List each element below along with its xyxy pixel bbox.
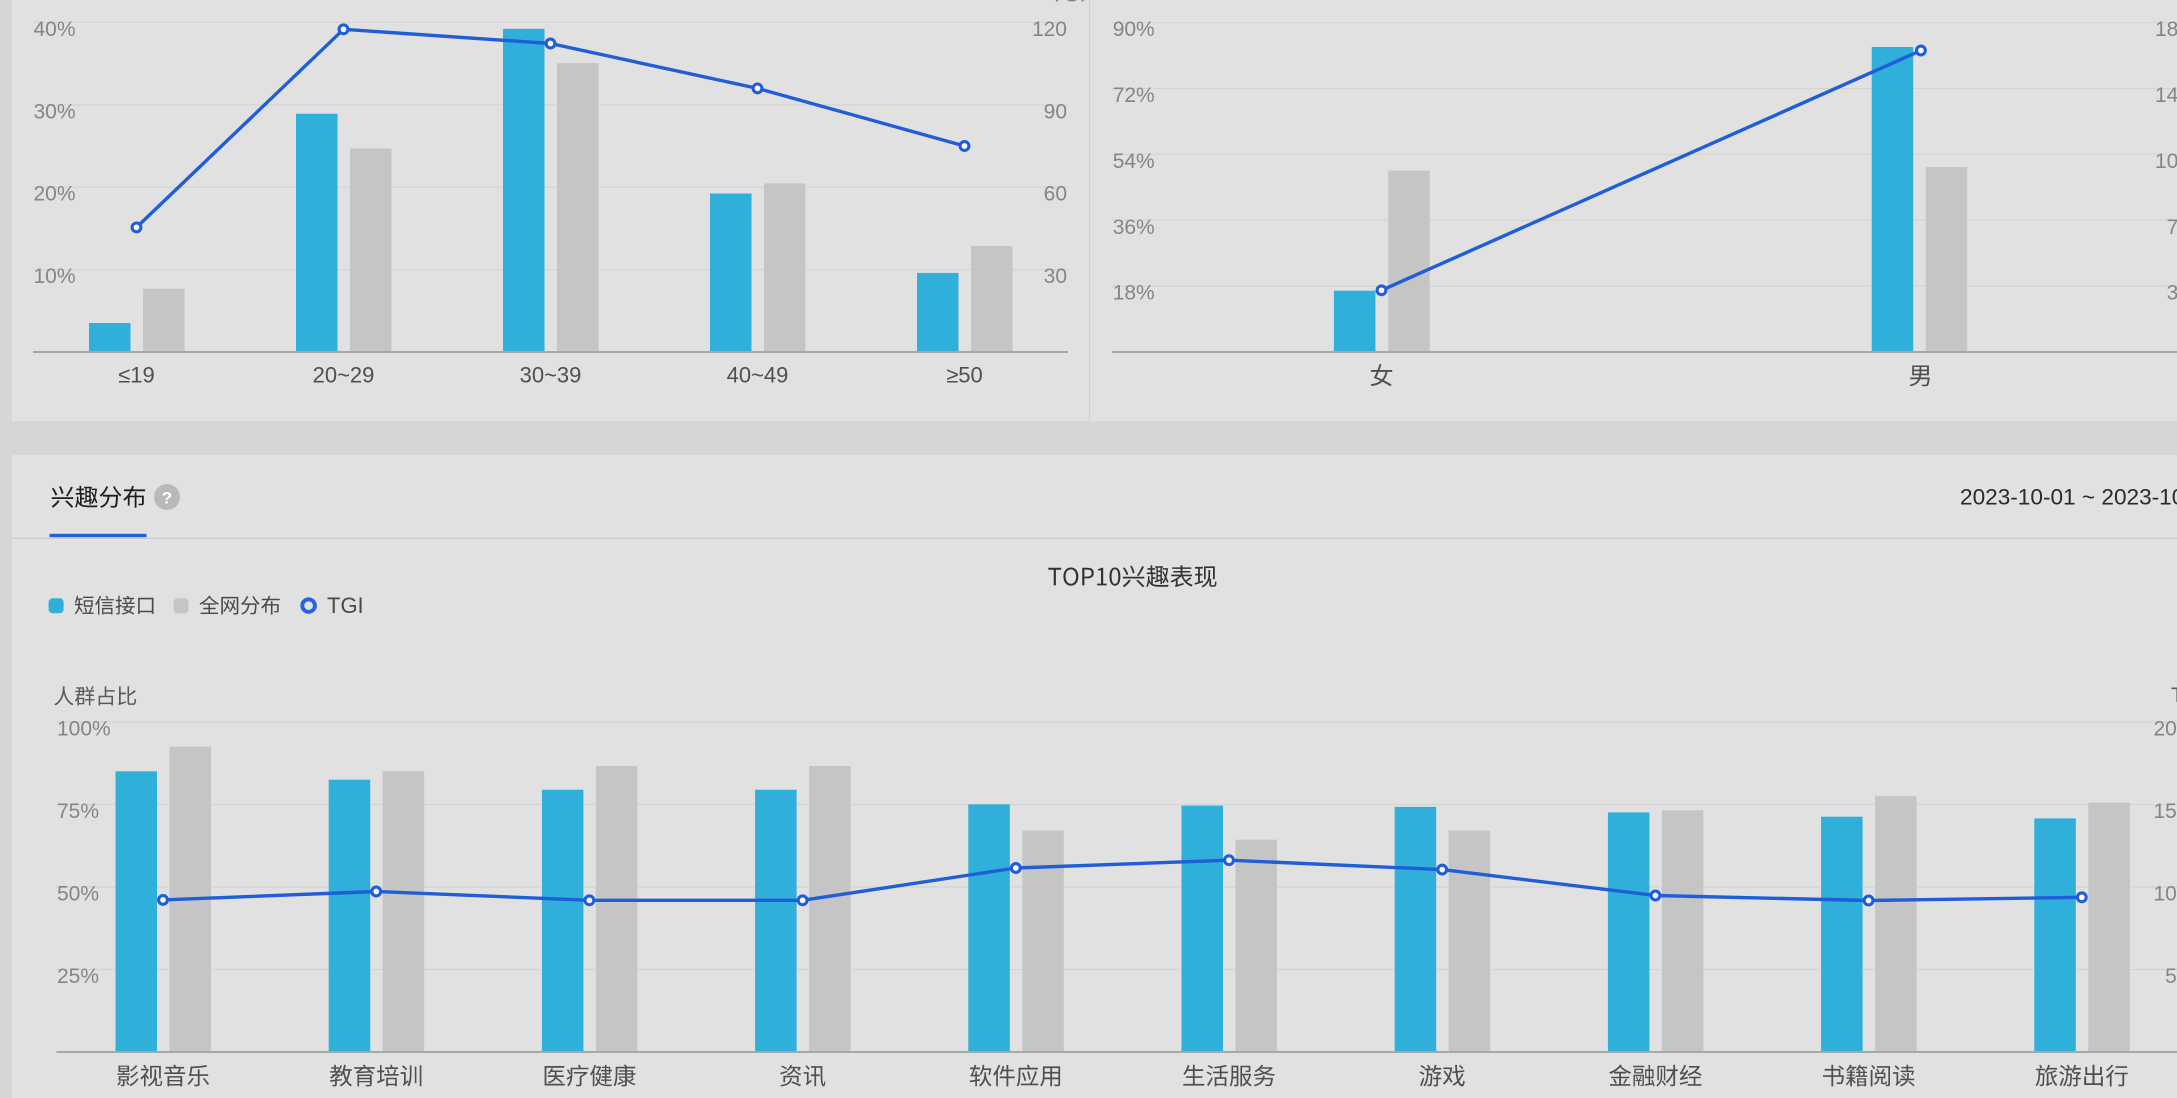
- svg-text:180: 180: [2155, 18, 2177, 41]
- svg-text:100: 100: [2153, 883, 2177, 906]
- svg-text:90: 90: [1044, 100, 1067, 123]
- svg-text:≥50: ≥50: [946, 362, 983, 387]
- svg-text:50: 50: [2165, 965, 2177, 988]
- svg-text:144: 144: [2155, 84, 2177, 107]
- svg-text:36%: 36%: [1113, 216, 1155, 239]
- svg-text:20%: 20%: [34, 183, 76, 206]
- svg-text:108: 108: [2155, 150, 2177, 173]
- svg-text:120: 120: [1032, 18, 1067, 41]
- svg-text:?: ?: [162, 489, 172, 508]
- svg-text:20~29: 20~29: [313, 362, 375, 387]
- svg-text:54%: 54%: [1113, 150, 1155, 173]
- svg-text:36: 36: [2167, 282, 2177, 305]
- svg-text:50%: 50%: [57, 883, 99, 906]
- svg-text:30~39: 30~39: [520, 362, 582, 387]
- svg-text:2023-10-01 ~ 2023-10-31: 2023-10-01 ~ 2023-10-31: [1960, 485, 2177, 510]
- svg-text:30%: 30%: [34, 100, 76, 123]
- svg-text:TGI: TGI: [2171, 684, 2177, 707]
- svg-text:25%: 25%: [57, 965, 99, 988]
- svg-text:TGI: TGI: [1051, 0, 1086, 7]
- svg-text:150: 150: [2153, 800, 2177, 823]
- svg-text:18%: 18%: [1113, 282, 1155, 305]
- svg-text:72%: 72%: [1113, 84, 1155, 107]
- svg-text:≤19: ≤19: [118, 362, 155, 387]
- svg-text:60: 60: [1044, 183, 1067, 206]
- svg-text:10%: 10%: [34, 265, 76, 288]
- svg-text:30: 30: [1044, 265, 1067, 288]
- svg-text:100%: 100%: [57, 718, 111, 741]
- svg-text:72: 72: [2167, 216, 2177, 239]
- svg-text:90%: 90%: [1113, 18, 1155, 41]
- svg-text:40~49: 40~49: [727, 362, 789, 387]
- svg-text:40%: 40%: [34, 18, 76, 41]
- svg-text:75%: 75%: [57, 800, 99, 823]
- svg-text:200: 200: [2153, 718, 2177, 741]
- svg-text:TGI: TGI: [327, 593, 364, 618]
